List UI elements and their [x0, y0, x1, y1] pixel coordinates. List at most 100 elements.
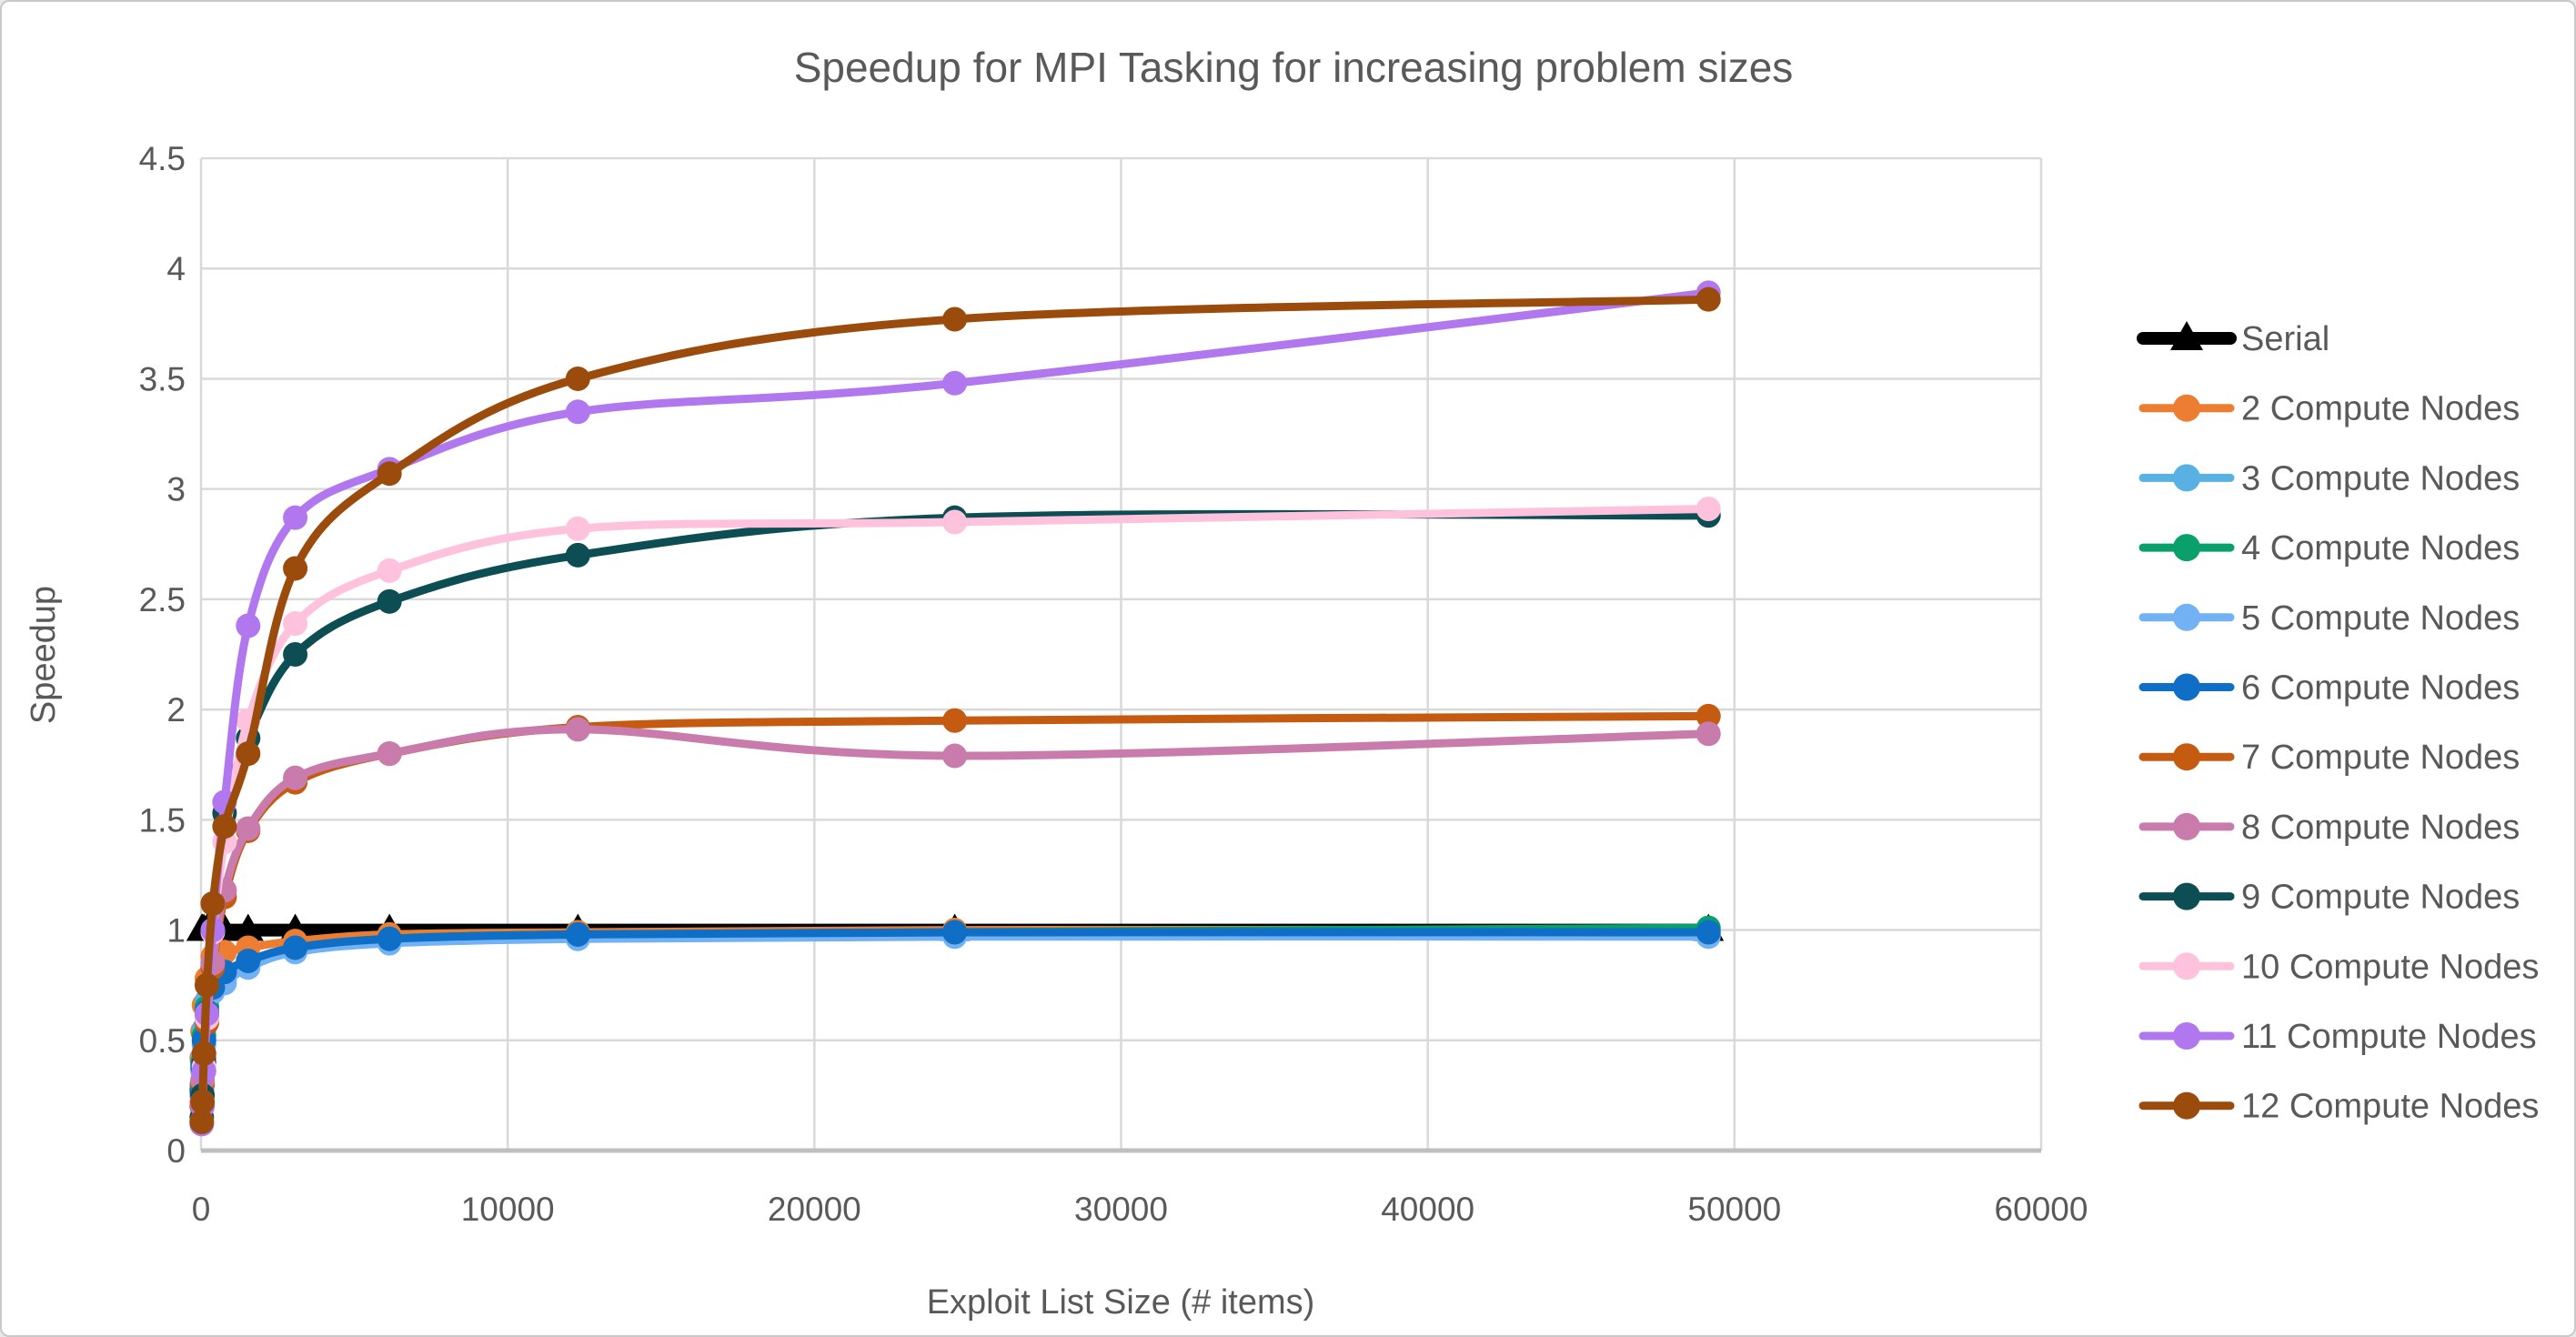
legend: Serial 2 Compute Nodes 3 Compute Nodes 4 Co…	[2137, 320, 2539, 1126]
marker-circle-7-compute-nodes	[1696, 703, 1721, 729]
marker-circle-12-compute-nodes	[191, 1040, 216, 1066]
legend-marker-7-compute-nodes	[2173, 743, 2200, 771]
marker-circle-6-compute-nodes	[942, 920, 968, 945]
series-line-4-compute-nodes[interactable]	[197, 923, 1713, 1093]
legend-marker-serial	[2170, 321, 2203, 350]
gridlines	[199, 156, 2043, 1153]
legend-label-12-compute-nodes: 12 Compute Nodes	[2241, 1088, 2539, 1126]
marker-circle-12-compute-nodes	[942, 307, 968, 332]
legend-marker-5-compute-nodes	[2173, 603, 2200, 631]
x-tick-label: 50000	[1687, 1191, 1781, 1228]
y-tick-label: 4.5	[139, 140, 186, 177]
legend-item-9-compute-nodes[interactable]: 9 Compute Nodes	[2138, 879, 2520, 917]
legend-label-9-compute-nodes: 9 Compute Nodes	[2241, 879, 2520, 917]
x-tick-label: 20000	[768, 1191, 861, 1228]
x-axis-title: Exploit List Size (# items)	[927, 1283, 1315, 1322]
legend-item-2-compute-nodes[interactable]: 2 Compute Nodes	[2138, 390, 2520, 428]
series-line-9-compute-nodes[interactable]	[197, 509, 1713, 1122]
legend-marker-3-compute-nodes	[2173, 464, 2200, 492]
legend-marker-4-compute-nodes	[2173, 534, 2200, 562]
legend-item-8-compute-nodes[interactable]: 8 Compute Nodes	[2138, 809, 2520, 847]
legend-marker-10-compute-nodes	[2173, 952, 2200, 980]
series-line-3-compute-nodes[interactable]	[197, 930, 1713, 1089]
legend-item-10-compute-nodes[interactable]: 10 Compute Nodes	[2138, 948, 2539, 986]
legend-label-5-compute-nodes: 5 Compute Nodes	[2241, 599, 2520, 638]
marker-circle-11-compute-nodes	[565, 399, 590, 425]
marker-circle-12-compute-nodes	[189, 1109, 215, 1134]
x-tick-label: 40000	[1381, 1191, 1474, 1228]
legend-marker-12-compute-nodes	[2173, 1091, 2200, 1120]
marker-circle-11-compute-nodes	[283, 505, 308, 530]
series-line-6-compute-nodes[interactable]	[197, 928, 1713, 1096]
marker-circle-8-compute-nodes	[377, 741, 402, 767]
y-tick-label: 1.5	[139, 801, 186, 839]
marker-circle-11-compute-nodes	[942, 370, 968, 396]
legend-item-11-compute-nodes[interactable]: 11 Compute Nodes	[2138, 1018, 2537, 1056]
marker-circle-12-compute-nodes	[377, 461, 402, 487]
marker-circle-10-compute-nodes	[283, 611, 308, 637]
series-line-10-compute-nodes[interactable]	[197, 505, 1713, 1126]
y-tick-label: 0.5	[139, 1022, 186, 1060]
marker-circle-10-compute-nodes	[1696, 496, 1721, 521]
marker-circle-9-compute-nodes	[377, 588, 402, 614]
x-tick-label: 0	[192, 1191, 211, 1228]
marker-circle-9-compute-nodes	[565, 542, 590, 568]
legend-item-5-compute-nodes[interactable]: 5 Compute Nodes	[2138, 599, 2520, 638]
y-tick-label: 3.5	[139, 360, 186, 397]
series-12-compute-nodes	[189, 286, 1721, 1134]
marker-circle-12-compute-nodes	[194, 972, 219, 998]
x-tick-label: 10000	[461, 1191, 555, 1228]
legend-label-6-compute-nodes: 6 Compute Nodes	[2241, 669, 2520, 708]
marker-circle-10-compute-nodes	[942, 509, 968, 535]
y-axis-title: Speedup	[25, 586, 63, 724]
marker-circle-7-compute-nodes	[942, 708, 968, 733]
legend-label-serial: Serial	[2241, 320, 2329, 358]
legend-item-3-compute-nodes[interactable]: 3 Compute Nodes	[2138, 459, 2520, 498]
y-tick-label: 4	[166, 250, 186, 287]
axis-ticks: 0 10000 20000 30000 40000 50000 60000 0 0.5 1 1.5 2…	[139, 140, 2088, 1228]
legend-label-10-compute-nodes: 10 Compute Nodes	[2241, 948, 2539, 986]
marker-circle-6-compute-nodes	[283, 935, 308, 960]
marker-circle-12-compute-nodes	[200, 890, 226, 916]
series-line-5-compute-nodes[interactable]	[197, 932, 1713, 1100]
y-tick-label: 1	[166, 912, 186, 950]
y-tick-label: 3	[166, 471, 186, 508]
marker-circle-6-compute-nodes	[377, 926, 402, 951]
legend-label-8-compute-nodes: 8 Compute Nodes	[2241, 809, 2520, 847]
marker-circle-6-compute-nodes	[1696, 920, 1721, 945]
legend-item-serial[interactable]: Serial	[2137, 320, 2329, 358]
marker-circle-6-compute-nodes	[236, 948, 261, 973]
marker-circle-12-compute-nodes	[565, 366, 590, 391]
marker-circle-9-compute-nodes	[283, 642, 308, 667]
series-9-compute-nodes	[189, 503, 1721, 1131]
marker-circle-12-compute-nodes	[236, 741, 261, 767]
legend-label-2-compute-nodes: 2 Compute Nodes	[2241, 390, 2520, 428]
y-tick-label: 2.5	[139, 581, 186, 618]
x-tick-label: 30000	[1074, 1191, 1168, 1228]
marker-circle-10-compute-nodes	[377, 558, 402, 583]
legend-item-4-compute-nodes[interactable]: 4 Compute Nodes	[2138, 529, 2520, 568]
marker-circle-11-compute-nodes	[236, 613, 261, 638]
legend-item-12-compute-nodes[interactable]: 12 Compute Nodes	[2138, 1088, 2539, 1126]
marker-circle-12-compute-nodes	[1696, 286, 1721, 312]
y-tick-label: 0	[166, 1132, 186, 1170]
y-tick-label: 2	[166, 691, 186, 729]
legend-item-7-compute-nodes[interactable]: 7 Compute Nodes	[2138, 739, 2520, 777]
marker-circle-10-compute-nodes	[565, 516, 590, 541]
marker-circle-12-compute-nodes	[212, 814, 237, 839]
legend-marker-2-compute-nodes	[2173, 394, 2200, 422]
marker-circle-12-compute-nodes	[283, 556, 308, 581]
marker-circle-8-compute-nodes	[236, 816, 261, 841]
legend-item-6-compute-nodes[interactable]: 6 Compute Nodes	[2138, 669, 2520, 708]
series-layer	[186, 280, 1725, 1137]
legend-label-3-compute-nodes: 3 Compute Nodes	[2241, 459, 2520, 498]
marker-circle-8-compute-nodes	[942, 743, 968, 769]
x-tick-label: 60000	[1995, 1191, 2088, 1228]
series-line-7-compute-nodes[interactable]	[197, 711, 1713, 1111]
marker-circle-8-compute-nodes	[565, 717, 590, 742]
series-line-2-compute-nodes[interactable]	[197, 925, 1713, 1062]
marker-circle-8-compute-nodes	[283, 765, 308, 790]
legend-marker-8-compute-nodes	[2173, 812, 2200, 840]
